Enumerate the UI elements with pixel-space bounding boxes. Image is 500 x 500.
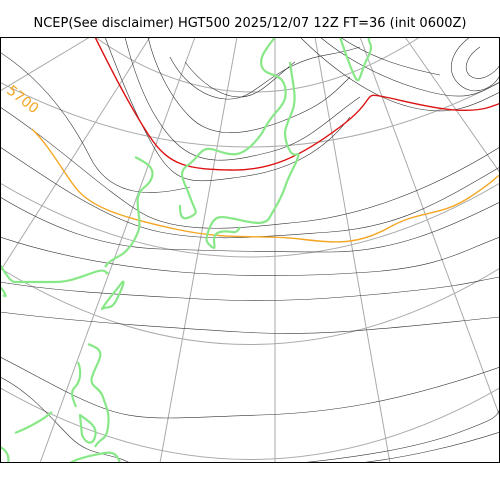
coastline: [0, 286, 7, 298]
coastlines: [0, 37, 373, 463]
graticule-latitudes: [0, 37, 500, 460]
height-contour: [147, 37, 351, 133]
coastline: [70, 361, 82, 408]
meridian-line: [39, 37, 196, 463]
coastline: [0, 264, 109, 284]
height-contour: [0, 51, 191, 193]
meridian-line: [0, 37, 91, 92]
height-contour: [299, 408, 500, 463]
height-contour: [0, 236, 500, 277]
height-contour: [124, 37, 361, 161]
height-contour: [0, 196, 500, 253]
coastline: [69, 451, 122, 463]
latitude-line: [94, 37, 421, 93]
graticule-meridians: [0, 37, 500, 463]
height-contour: [0, 311, 500, 334]
coastline: [100, 280, 125, 311]
map-frame: [0, 37, 500, 463]
height-contour: [339, 37, 441, 76]
meridian-line: [359, 37, 500, 418]
latitude-line: [0, 182, 500, 258]
height-contour: [169, 46, 361, 100]
height-contour: [299, 37, 500, 112]
meridian-line: [314, 37, 391, 463]
height-contour: [465, 46, 500, 79]
latitude-line: [0, 387, 500, 460]
height-contour: [0, 106, 500, 229]
coastline: [104, 156, 154, 268]
height-contour: [104, 37, 351, 182]
meridian-line: [404, 37, 500, 174]
coastline: [0, 445, 10, 463]
contour-red: [94, 37, 500, 171]
map-panel: 5700: [0, 37, 500, 463]
coastline: [338, 37, 373, 82]
coastline: [178, 37, 287, 220]
height-contour: [319, 37, 500, 97]
latitude-line: [0, 81, 500, 148]
height-contour: [0, 356, 500, 419]
map-title: NCEP(See disclaimer) HGT500 2025/12/07 1…: [33, 16, 467, 31]
latitude-line: [0, 267, 500, 345]
height-contour: [451, 37, 500, 92]
height-contour: [0, 376, 131, 463]
contour-5700: [31, 128, 500, 243]
coastline: [78, 413, 97, 444]
coastline: [14, 411, 53, 435]
height-contour: [359, 431, 500, 463]
meridian-line: [0, 37, 151, 273]
height-contours: [0, 37, 500, 463]
height-contour: [0, 276, 500, 301]
height-contour: [0, 146, 500, 239]
contour-label-5700: 5700: [3, 83, 41, 118]
coastline: [87, 342, 110, 448]
coastline: [205, 61, 300, 250]
